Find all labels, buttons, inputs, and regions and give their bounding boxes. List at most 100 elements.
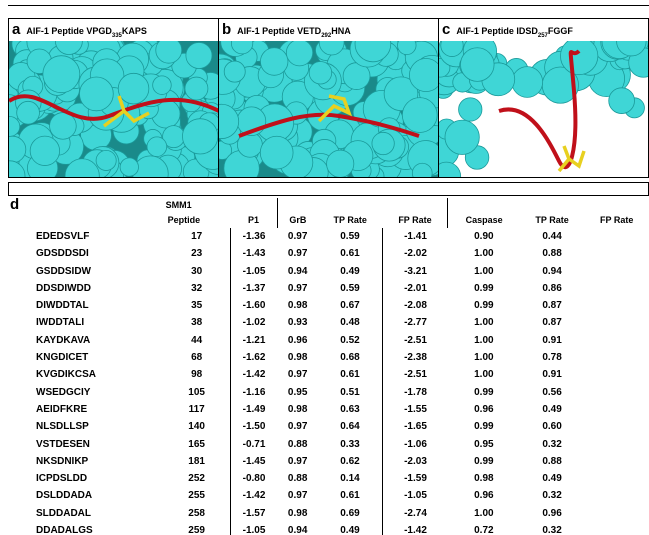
cell: 0.88 (277, 470, 318, 487)
cell: 255 (164, 487, 231, 504)
atom-sphere (17, 101, 40, 124)
panel-letter: b (222, 21, 231, 38)
cell: 0.96 (448, 487, 520, 504)
cell: 0.61 (318, 245, 383, 262)
cell: -2.51 (383, 366, 448, 383)
atom-sphere (459, 98, 482, 121)
atom-sphere (147, 137, 167, 157)
cell: 0.59 (318, 228, 383, 245)
molecule-render (439, 41, 649, 178)
cell: 0.52 (318, 332, 383, 349)
cell: 0.64 (318, 418, 383, 435)
column-header: TP Rate (318, 213, 383, 228)
cell: 258 (164, 505, 231, 522)
cell: 0.97 (277, 453, 318, 470)
figure: aAIF-1 Peptide VPGD335KAPSb AIF-1 Peptide… (0, 0, 649, 535)
cell: 0.88 (520, 245, 585, 262)
cell: 0.51 (318, 384, 383, 401)
cell: -2.08 (383, 297, 448, 314)
cell: 181 (164, 453, 231, 470)
cell: 0.67 (318, 297, 383, 314)
cell: 1.00 (448, 366, 520, 383)
cell: 0.32 (520, 436, 585, 453)
cell: 0.97 (277, 280, 318, 297)
table-row: NKSDNIKP181-1.450.970.62-2.030.990.88 (8, 453, 649, 470)
cell: -1.45 (230, 453, 277, 470)
column-header: Caspase (448, 213, 520, 228)
table-row: EDEDSVLF17-1.360.970.59-1.410.900.44 (8, 228, 649, 245)
cell: 1.00 (448, 263, 520, 280)
cell: -1.05 (230, 522, 277, 535)
group-label: SMM1 (164, 198, 231, 213)
cell: 0.44 (520, 228, 585, 245)
peptide: IWDDTALI (8, 314, 164, 331)
atom-sphere (118, 73, 149, 104)
table-row: GSDDSIDW30-1.050.940.49-3.211.000.94 (8, 263, 649, 280)
cell: 0.95 (277, 384, 318, 401)
peptide: GDSDDSDI (8, 245, 164, 262)
cell: -2.02 (383, 245, 448, 262)
atom-sphere (460, 48, 494, 82)
atom-sphere (286, 41, 312, 66)
panel-title-tail: FGGF (548, 26, 573, 36)
cell: -2.38 (383, 349, 448, 366)
table-row: AEIDFKRE117-1.490.980.63-1.550.960.49 (8, 401, 649, 418)
cell: 0.60 (520, 418, 585, 435)
atom-sphere (120, 158, 138, 176)
peptide: NLSDLLSP (8, 418, 164, 435)
cell: 0.63 (318, 401, 383, 418)
cell: 23 (164, 245, 231, 262)
atom-sphere (409, 59, 439, 92)
image-panel: bAIF-1 Peptide VETD292HNA (218, 18, 439, 178)
cell: 259 (164, 522, 231, 535)
cell: 0.48 (318, 314, 383, 331)
top-rule (8, 5, 649, 6)
cell: 32 (164, 280, 231, 297)
cell: 252 (164, 470, 231, 487)
atom-sphere (30, 136, 59, 165)
cell: 0.14 (318, 470, 383, 487)
atom-sphere (224, 61, 245, 82)
table-row: SLDDADAL258-1.570.980.69-2.741.000.96 (8, 505, 649, 522)
panel-title: AIF-1 Peptide VETD (237, 26, 321, 36)
cell: -1.21 (230, 332, 277, 349)
cell: 0.98 (277, 401, 318, 418)
cell: 0.97 (277, 487, 318, 504)
cell: 0.99 (448, 384, 520, 401)
cell: 105 (164, 384, 231, 401)
panel-letter: c (442, 21, 450, 38)
cell: -1.60 (230, 297, 277, 314)
table-row: DIWDDTAL35-1.600.980.67-2.080.990.87 (8, 297, 649, 314)
table-row: KAYDKAVA44-1.210.960.52-2.511.000.91 (8, 332, 649, 349)
cell: 68 (164, 349, 231, 366)
cell: 0.62 (318, 453, 383, 470)
cell: 0.94 (277, 263, 318, 280)
column-header: FP Rate (383, 213, 448, 228)
atom-sphere (79, 77, 113, 111)
panel-title: AIF-1 Peptide VPGD (26, 26, 112, 36)
column-header: GrB (277, 213, 318, 228)
cell: -2.03 (383, 453, 448, 470)
panel-header: bAIF-1 Peptide VETD292HNA (219, 19, 438, 41)
column-header: FP Rate (584, 213, 649, 228)
atom-sphere (445, 120, 479, 154)
cell: 0.98 (277, 349, 318, 366)
table-row: GDSDDSDI23-1.430.970.61-2.021.000.88 (8, 245, 649, 262)
cell: 0.99 (448, 280, 520, 297)
cell: -1.05 (383, 487, 448, 504)
peptide: DDADALGS (8, 522, 164, 535)
peptide: GSDDSIDW (8, 263, 164, 280)
atom-sphere (260, 136, 293, 169)
cell: 0.49 (318, 522, 383, 535)
panel-header: cAIF-1 Peptide IDSD257FGGF (439, 19, 648, 41)
cell: 0.98 (277, 297, 318, 314)
cell: -1.42 (230, 366, 277, 383)
cell: 0.94 (277, 522, 318, 535)
